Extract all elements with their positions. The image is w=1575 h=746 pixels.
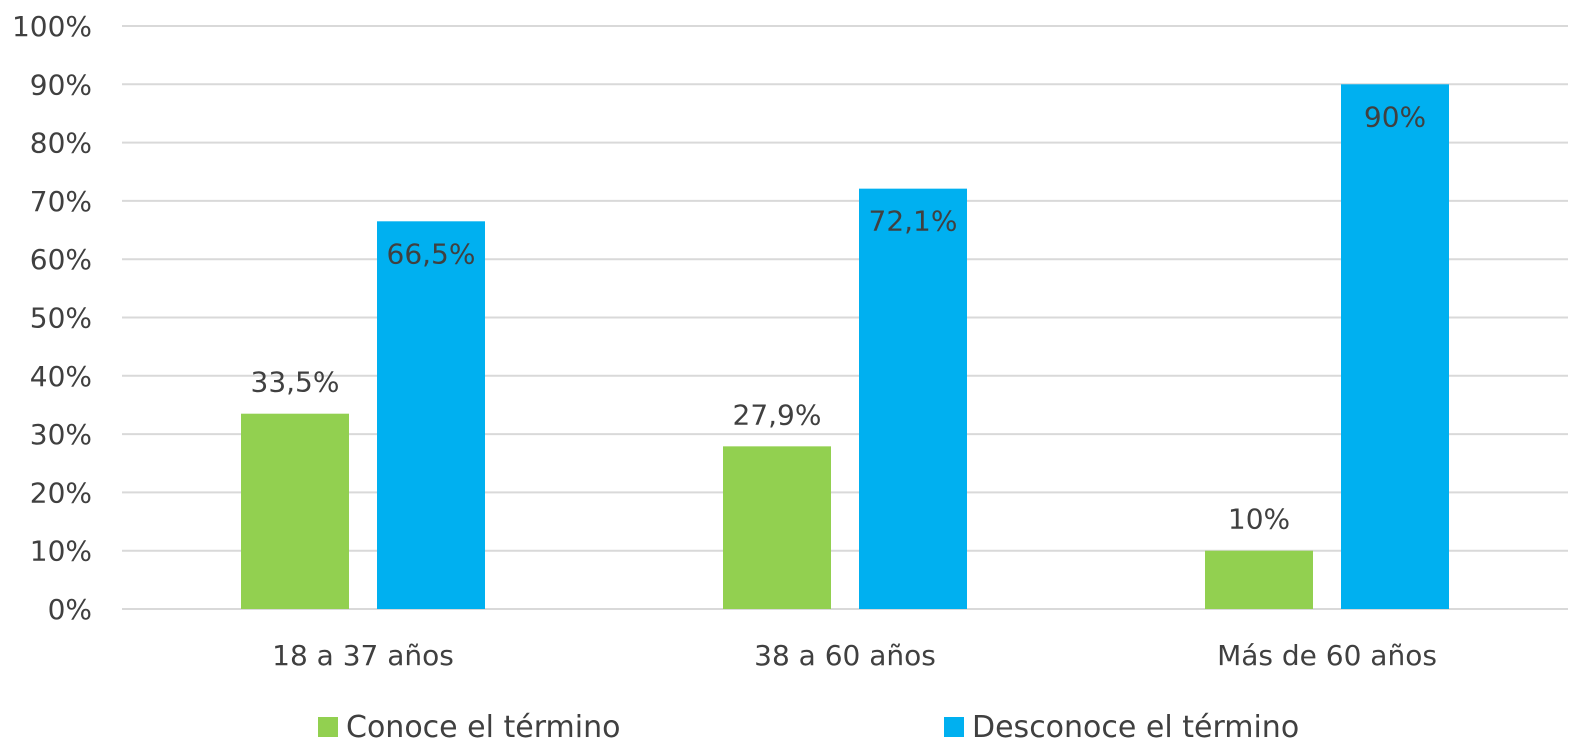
bar <box>1205 550 1313 609</box>
data-label: 66,5% <box>387 237 476 270</box>
bar <box>241 413 349 609</box>
y-tick-label: 40% <box>30 360 92 393</box>
data-label: 33,5% <box>251 366 340 399</box>
legend-swatch <box>944 717 964 737</box>
bar <box>859 188 967 610</box>
y-tick-label: 90% <box>30 68 92 101</box>
bars <box>241 84 1449 610</box>
data-label: 72,1% <box>869 205 958 238</box>
y-tick-label: 30% <box>30 418 92 451</box>
data-label: 10% <box>1228 503 1290 536</box>
y-tick-label: 10% <box>30 535 92 568</box>
legend-label: Conoce el término <box>346 710 620 745</box>
y-tick-label: 100% <box>12 10 92 43</box>
legend-swatch <box>318 717 338 737</box>
legend-label: Desconoce el término <box>972 710 1299 745</box>
x-tick-label: Más de 60 años <box>1217 639 1437 672</box>
y-tick-label: 20% <box>30 476 92 509</box>
y-axis: 0% 10% 20% 30% 40% 50% 60% 70% 80% 90% 100% <box>12 10 92 626</box>
data-label: 27,9% <box>733 398 822 431</box>
legend: Conoce el término Desconoce el término <box>318 710 1299 745</box>
x-tick-label: 38 a 60 años <box>754 639 936 672</box>
bar <box>1341 84 1449 610</box>
y-tick-label: 0% <box>48 593 92 626</box>
y-tick-label: 80% <box>30 127 92 160</box>
bar <box>377 221 485 609</box>
gridlines <box>122 25 1568 610</box>
data-label: 90% <box>1364 100 1426 133</box>
y-tick-label: 60% <box>30 243 92 276</box>
y-tick-label: 70% <box>30 185 92 218</box>
y-tick-label: 50% <box>30 302 92 335</box>
x-axis: 18 a 37 años 38 a 60 años Más de 60 años <box>272 639 1437 672</box>
bar <box>723 446 831 609</box>
x-tick-label: 18 a 37 años <box>272 639 454 672</box>
data-labels: 33,5% 66,5% 27,9% 72,1% 10% 90% <box>251 100 1427 535</box>
